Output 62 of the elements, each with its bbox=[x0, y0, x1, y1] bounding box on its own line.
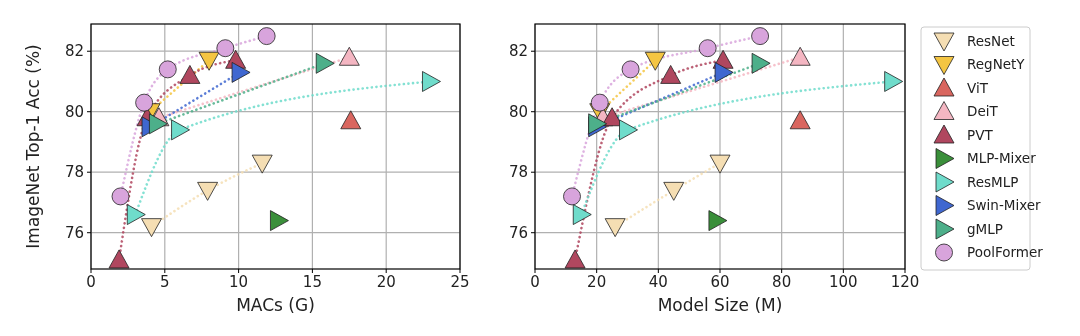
point bbox=[884, 71, 904, 92]
legend-label: DeiT bbox=[967, 103, 999, 120]
point bbox=[660, 65, 682, 84]
x-tick-label: 15 bbox=[302, 273, 322, 291]
point bbox=[251, 154, 273, 174]
y-tick-label: 76 bbox=[64, 223, 84, 242]
legend-label: gMLP bbox=[967, 220, 1003, 237]
legend-label: PVT bbox=[967, 126, 994, 143]
legend-label: ResNet bbox=[967, 32, 1015, 49]
point bbox=[663, 181, 685, 201]
point bbox=[126, 204, 146, 225]
legend-label: PoolFormer bbox=[967, 244, 1044, 261]
x-axis-title: Model Size (M) bbox=[657, 295, 783, 315]
point bbox=[111, 187, 130, 206]
point bbox=[789, 110, 811, 130]
y-tick-label: 82 bbox=[64, 42, 84, 61]
point bbox=[108, 249, 130, 269]
point bbox=[422, 71, 441, 92]
x-tick-label: 100 bbox=[829, 273, 858, 291]
x-tick-label: 80 bbox=[772, 273, 792, 291]
point bbox=[141, 218, 162, 238]
point bbox=[257, 27, 276, 45]
point bbox=[621, 60, 640, 79]
point bbox=[604, 218, 626, 238]
point bbox=[708, 210, 728, 231]
point bbox=[216, 39, 235, 58]
point bbox=[709, 154, 731, 174]
x-tick-label: 25 bbox=[450, 273, 470, 291]
point bbox=[158, 60, 177, 79]
x-tick-label: 0 bbox=[86, 273, 96, 291]
x-tick-label: 60 bbox=[710, 273, 730, 291]
legend-label: RegNetY bbox=[967, 56, 1026, 73]
y-tick-label: 76 bbox=[508, 223, 528, 242]
legend-label: ResMLP bbox=[967, 173, 1019, 190]
legend-label: MLP-Mixer bbox=[967, 150, 1037, 167]
x-tick-label: 20 bbox=[587, 273, 607, 291]
y-tick-label: 82 bbox=[508, 42, 528, 61]
point bbox=[698, 39, 717, 58]
point bbox=[197, 181, 218, 201]
y-axis-title: ImageNet Top-1 Acc (%) bbox=[23, 44, 43, 249]
y-tick-label: 78 bbox=[64, 163, 84, 182]
x-tick-label: 20 bbox=[376, 273, 396, 291]
legend-label: Swin-Mixer bbox=[967, 197, 1042, 214]
point bbox=[563, 187, 581, 206]
y-tick-label: 80 bbox=[64, 102, 84, 121]
y-tick-label: 78 bbox=[508, 163, 528, 182]
x-tick-label: 40 bbox=[648, 273, 668, 291]
point bbox=[340, 110, 362, 130]
x-axis-title: MACs (G) bbox=[236, 295, 315, 315]
y-tick-label: 80 bbox=[508, 102, 528, 121]
x-tick-label: 10 bbox=[229, 273, 249, 291]
point bbox=[179, 65, 201, 84]
x-tick-label: 5 bbox=[160, 273, 170, 291]
x-tick-label: 120 bbox=[890, 273, 920, 291]
point bbox=[572, 204, 592, 225]
point bbox=[270, 210, 289, 231]
point bbox=[564, 249, 586, 269]
legend-label: ViT bbox=[967, 79, 989, 96]
point bbox=[171, 119, 190, 141]
point bbox=[751, 27, 769, 45]
x-tick-label: 0 bbox=[530, 273, 540, 291]
point bbox=[619, 119, 638, 141]
